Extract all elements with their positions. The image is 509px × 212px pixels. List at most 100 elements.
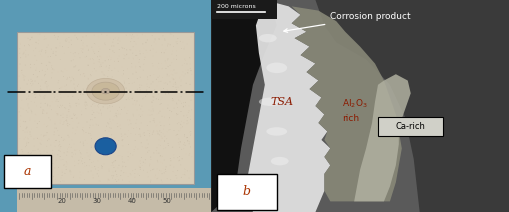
Point [64,147,72,151]
Point [41,157,49,161]
Point [53,112,61,115]
Point [173,176,181,180]
Point [69,176,77,179]
Point [37,49,45,53]
Point [66,104,74,107]
Point [147,158,155,161]
Point [156,133,164,137]
Point [70,65,78,69]
Point [54,79,63,82]
Point [174,133,182,136]
Point [147,179,155,182]
Point [149,130,157,134]
Point [74,69,82,72]
Point [156,109,164,113]
Point [168,70,177,73]
Point [54,113,62,117]
Point [139,169,148,172]
Point [56,119,64,122]
Point [87,145,95,149]
Point [124,150,132,154]
Point [124,155,132,158]
Point [40,134,48,138]
Point [117,132,125,136]
Point [109,148,118,152]
Point [78,75,87,78]
Point [95,50,103,53]
Point [119,134,127,137]
Point [145,108,153,112]
Point [181,141,189,145]
Point [96,47,104,51]
Polygon shape [292,6,402,201]
Point [37,143,45,146]
Point [40,95,48,98]
Point [150,73,158,76]
Point [45,107,53,110]
Point [138,145,147,148]
Point [158,67,166,70]
Point [105,139,113,142]
Point [125,88,133,92]
Point [58,170,66,174]
Point [157,154,165,157]
Point [80,45,88,49]
Point [158,155,166,158]
Point [29,159,37,162]
Point [146,162,154,166]
Point [79,35,87,39]
Point [79,93,87,96]
Point [160,115,168,119]
Point [86,155,94,159]
Point [159,107,167,110]
Point [102,98,110,101]
Point [29,82,37,86]
Point [112,173,121,176]
Point [63,83,71,87]
Point [51,36,60,39]
Point [49,50,58,53]
Point [39,155,47,159]
Point [150,119,158,122]
Point [56,44,64,48]
Point [60,164,68,167]
Point [155,80,163,83]
Point [152,78,160,81]
Point [153,146,161,149]
Point [69,153,77,156]
Point [24,43,33,46]
Point [182,152,190,155]
Point [114,57,122,60]
Point [76,176,84,179]
Point [37,159,45,163]
Point [25,88,34,91]
Point [43,67,51,71]
Point [181,168,189,171]
Point [136,166,144,169]
Point [142,34,150,38]
Point [158,162,166,165]
Point [37,90,45,93]
Point [33,75,41,79]
Point [132,103,140,106]
Point [112,180,121,183]
Point [140,58,148,61]
Point [19,73,27,76]
Point [98,65,106,68]
Point [168,97,177,100]
Point [178,102,186,105]
Point [138,33,147,37]
Point [131,66,139,69]
Point [79,44,87,47]
Point [87,141,95,145]
Point [149,54,157,57]
Point [106,126,114,129]
Point [86,153,94,157]
Point [76,162,84,165]
Point [136,134,145,138]
Point [144,175,152,179]
Point [35,82,43,85]
Point [114,112,122,116]
Point [139,68,148,72]
Point [71,148,79,152]
